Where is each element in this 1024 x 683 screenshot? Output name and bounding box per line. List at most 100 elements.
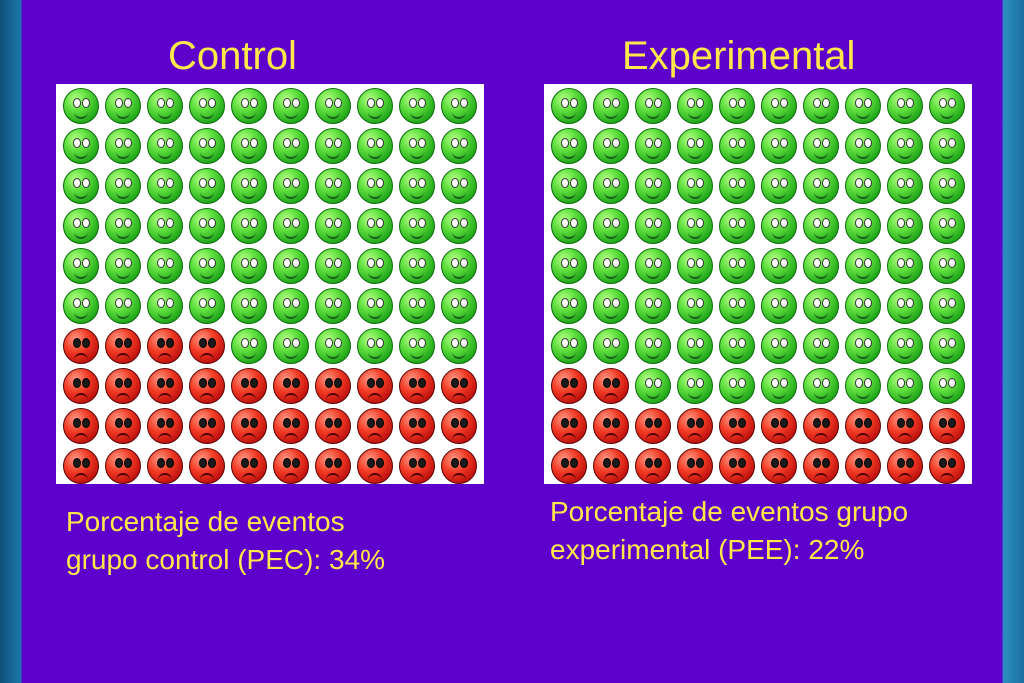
sad-face-icon [105, 448, 141, 484]
happy-face-icon [803, 368, 839, 404]
happy-face-icon [719, 288, 755, 324]
happy-face-icon [189, 168, 225, 204]
happy-face-icon [761, 168, 797, 204]
happy-face-icon [551, 168, 587, 204]
happy-face-icon [399, 88, 435, 124]
happy-face-icon [399, 328, 435, 364]
happy-face-icon [105, 208, 141, 244]
happy-face-icon [315, 88, 351, 124]
experimental-caption-line2: experimental (PEE): 22% [550, 533, 865, 565]
sad-face-icon [357, 448, 393, 484]
sad-face-icon [63, 328, 99, 364]
happy-face-icon [63, 288, 99, 324]
sad-face-icon [803, 448, 839, 484]
happy-face-icon [635, 248, 671, 284]
happy-face-icon [635, 328, 671, 364]
happy-face-icon [441, 88, 477, 124]
sad-face-icon [63, 368, 99, 404]
happy-face-icon [761, 328, 797, 364]
happy-face-icon [719, 128, 755, 164]
happy-face-icon [845, 208, 881, 244]
happy-face-icon [761, 368, 797, 404]
sad-face-icon [845, 448, 881, 484]
happy-face-icon [105, 88, 141, 124]
happy-face-icon [677, 208, 713, 244]
sad-face-icon [189, 368, 225, 404]
sad-face-icon [929, 408, 965, 444]
happy-face-icon [803, 328, 839, 364]
sad-face-icon [105, 408, 141, 444]
happy-face-icon [635, 368, 671, 404]
happy-face-icon [63, 168, 99, 204]
sad-face-icon [231, 448, 267, 484]
happy-face-icon [635, 168, 671, 204]
happy-face-icon [357, 168, 393, 204]
happy-face-icon [189, 288, 225, 324]
sad-face-icon [551, 408, 587, 444]
happy-face-icon [929, 128, 965, 164]
happy-face-icon [845, 88, 881, 124]
experimental-caption-line1: Porcentaje de eventos grupo [550, 496, 909, 527]
sad-face-icon [273, 408, 309, 444]
happy-face-icon [441, 288, 477, 324]
happy-face-icon [147, 248, 183, 284]
sad-face-icon [593, 408, 629, 444]
happy-face-icon [761, 288, 797, 324]
happy-face-icon [357, 288, 393, 324]
sad-face-icon [593, 448, 629, 484]
happy-face-icon [189, 88, 225, 124]
sad-face-icon [441, 448, 477, 484]
sad-face-icon [231, 368, 267, 404]
happy-face-icon [273, 248, 309, 284]
happy-face-icon [399, 168, 435, 204]
happy-face-icon [551, 248, 587, 284]
happy-face-icon [273, 328, 309, 364]
happy-face-icon [761, 128, 797, 164]
happy-face-icon [719, 248, 755, 284]
happy-face-icon [231, 248, 267, 284]
happy-face-icon [761, 248, 797, 284]
happy-face-icon [845, 248, 881, 284]
control-caption-line1: Porcentaje de eventos [66, 506, 345, 537]
happy-face-icon [593, 248, 629, 284]
sad-face-icon [357, 368, 393, 404]
happy-face-icon [593, 168, 629, 204]
happy-face-icon [315, 208, 351, 244]
sad-face-icon [635, 408, 671, 444]
sad-face-icon [273, 448, 309, 484]
happy-face-icon [845, 328, 881, 364]
happy-face-icon [887, 168, 923, 204]
sad-face-icon [551, 368, 587, 404]
sad-face-icon [147, 328, 183, 364]
happy-face-icon [231, 168, 267, 204]
happy-face-icon [593, 288, 629, 324]
happy-face-icon [231, 288, 267, 324]
happy-face-icon [929, 168, 965, 204]
happy-face-icon [441, 168, 477, 204]
happy-face-icon [887, 368, 923, 404]
happy-face-icon [63, 88, 99, 124]
sad-face-icon [761, 408, 797, 444]
happy-face-icon [441, 128, 477, 164]
happy-face-icon [845, 368, 881, 404]
sad-face-icon [399, 368, 435, 404]
happy-face-icon [63, 128, 99, 164]
happy-face-icon [105, 248, 141, 284]
sad-face-icon [719, 448, 755, 484]
sad-face-icon [593, 368, 629, 404]
happy-face-icon [929, 288, 965, 324]
happy-face-icon [189, 248, 225, 284]
happy-face-icon [551, 88, 587, 124]
sad-face-icon [231, 408, 267, 444]
happy-face-icon [105, 288, 141, 324]
happy-face-icon [929, 88, 965, 124]
sad-face-icon [441, 368, 477, 404]
happy-face-icon [273, 168, 309, 204]
happy-face-icon [593, 88, 629, 124]
experimental-icon-array [544, 84, 972, 484]
happy-face-icon [189, 128, 225, 164]
happy-face-icon [441, 208, 477, 244]
happy-face-icon [887, 328, 923, 364]
happy-face-icon [635, 128, 671, 164]
happy-face-icon [929, 328, 965, 364]
